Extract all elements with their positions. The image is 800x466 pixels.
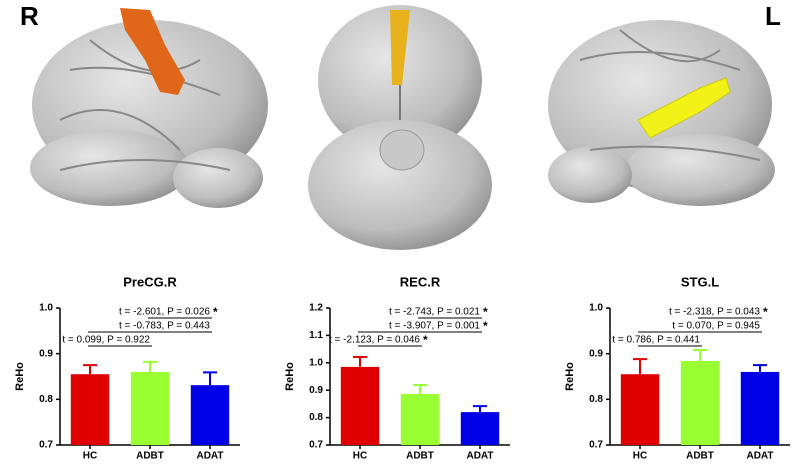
y-tick-label: 1.0 bbox=[309, 357, 323, 368]
side-label: L bbox=[765, 1, 781, 31]
y-tick-label: 1.1 bbox=[309, 330, 323, 341]
y-tick-label: 0.9 bbox=[39, 348, 53, 359]
significance-mark: * bbox=[423, 333, 428, 347]
error-bar bbox=[143, 360, 157, 372]
y-tick-label: 0.9 bbox=[309, 385, 323, 396]
y-tick-label: 1.0 bbox=[39, 303, 53, 314]
comparison-stat: t = -2.601, P = 0.026 bbox=[119, 307, 210, 318]
bar bbox=[130, 371, 170, 445]
error-bar bbox=[413, 383, 427, 395]
x-tick-label: ADAT bbox=[466, 451, 493, 461]
y-tick-label: 0.8 bbox=[589, 394, 603, 405]
comparison-stat: t = -0.783, P = 0.443 bbox=[119, 321, 210, 332]
bar bbox=[190, 385, 230, 445]
x-tick-label: ADAT bbox=[746, 451, 773, 461]
x-tick-label: ADAT bbox=[196, 451, 223, 461]
brain-lateral-right bbox=[30, 8, 268, 208]
comparison-stat: t = 0.786, P = 0.441 bbox=[612, 335, 700, 346]
y-tick-label: 1.0 bbox=[589, 303, 603, 314]
significance-mark: * bbox=[483, 319, 488, 333]
bar bbox=[740, 371, 780, 445]
comparison-stat: t = -2.123, P = 0.046 bbox=[329, 335, 420, 346]
bar bbox=[680, 360, 720, 445]
x-tick-label: HC bbox=[83, 451, 97, 461]
error-bar bbox=[203, 371, 217, 386]
brain-ventral bbox=[308, 5, 492, 250]
comparison-stat: t = -2.743, P = 0.021 bbox=[389, 307, 480, 318]
error-bar bbox=[83, 364, 97, 375]
chart-title: STG.L bbox=[681, 274, 719, 289]
y-axis-label: ReHo bbox=[14, 362, 26, 391]
error-bar bbox=[633, 358, 647, 375]
y-axis-label: ReHo bbox=[564, 362, 576, 391]
comparison-stat: t = -2.318, P = 0.043 bbox=[669, 307, 760, 318]
bar bbox=[620, 374, 660, 445]
brain-lateral-left bbox=[548, 20, 775, 206]
error-bar bbox=[753, 364, 767, 372]
x-tick-label: ADBT bbox=[136, 451, 164, 461]
y-axis-label: ReHo bbox=[284, 362, 296, 391]
error-bar bbox=[353, 356, 367, 367]
chart-title: PreCG.R bbox=[123, 274, 177, 289]
bar bbox=[400, 394, 440, 445]
y-tick-label: 0.7 bbox=[309, 440, 323, 451]
comparison-stat: t = 0.099, P = 0.922 bbox=[62, 335, 150, 346]
error-bar bbox=[693, 349, 707, 361]
x-tick-label: HC bbox=[353, 451, 367, 461]
error-bar bbox=[473, 405, 487, 413]
y-tick-label: 1.2 bbox=[309, 303, 323, 314]
comparison-stat: t = -3.907, P = 0.001 bbox=[389, 321, 480, 332]
y-tick-label: 0.7 bbox=[589, 440, 603, 451]
significance-mark: * bbox=[483, 305, 488, 319]
x-tick-label: ADBT bbox=[406, 451, 434, 461]
x-tick-label: ADBT bbox=[686, 451, 714, 461]
comparison-stat: t = 0.070, P = 0.945 bbox=[672, 321, 760, 332]
y-tick-label: 0.8 bbox=[309, 412, 323, 423]
significance-mark: * bbox=[763, 305, 768, 319]
y-tick-label: 0.9 bbox=[589, 348, 603, 359]
y-tick-label: 0.8 bbox=[39, 394, 53, 405]
bar bbox=[70, 374, 110, 445]
bar bbox=[460, 412, 500, 445]
bar bbox=[340, 366, 380, 445]
chart-title: REC.R bbox=[400, 274, 441, 289]
significance-mark: * bbox=[213, 305, 218, 319]
y-tick-label: 0.7 bbox=[39, 440, 53, 451]
x-tick-label: HC bbox=[633, 451, 647, 461]
side-label: R bbox=[20, 1, 39, 31]
